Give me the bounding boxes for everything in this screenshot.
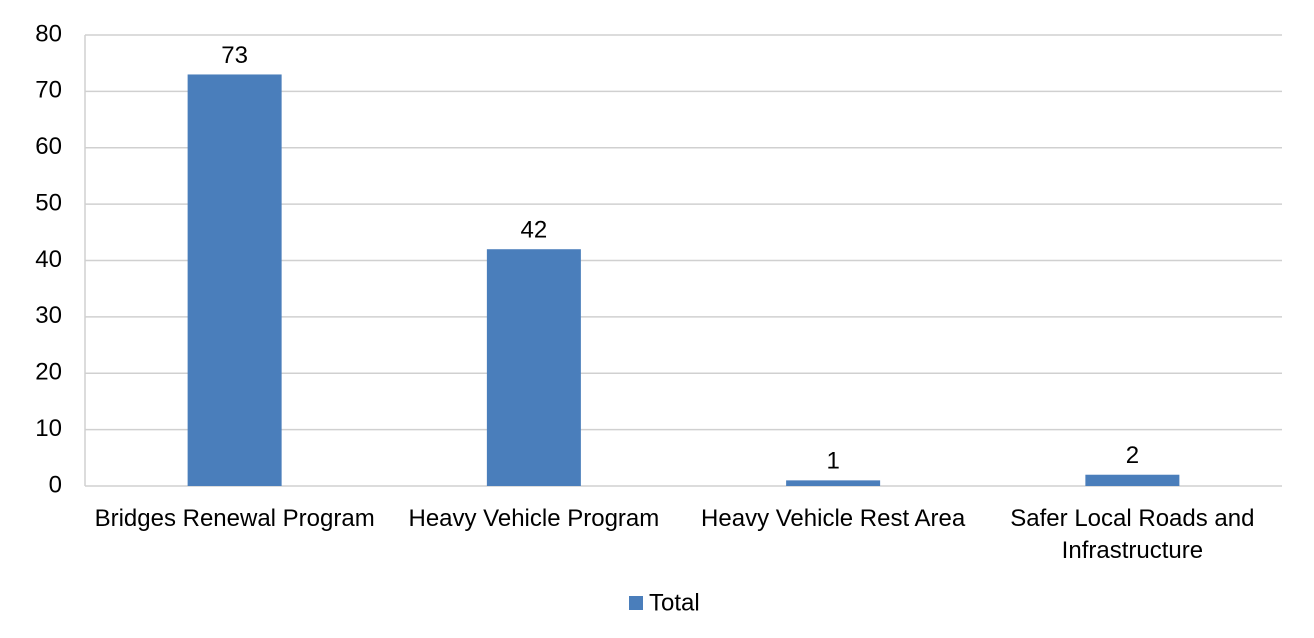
- y-tick-label: 60: [35, 133, 62, 160]
- y-tick-label: 10: [35, 415, 62, 442]
- y-tick-label: 0: [49, 471, 62, 498]
- x-tick-label: Safer Local Roads and Infrastructure: [1010, 505, 1255, 564]
- bar: [1085, 474, 1180, 486]
- x-tick-label: Heavy Vehicle Rest Area: [701, 505, 966, 532]
- y-tick-label: 30: [35, 302, 62, 329]
- legend-label: Total: [649, 589, 700, 616]
- data-label: 42: [521, 217, 548, 244]
- data-label: 2: [1126, 442, 1139, 469]
- data-label: 73: [221, 42, 248, 69]
- y-tick-label: 50: [35, 189, 62, 216]
- bar: [786, 480, 881, 486]
- x-tick-label: Bridges Renewal Program: [94, 505, 375, 532]
- y-tick-label: 70: [35, 77, 62, 104]
- y-tick-label: 40: [35, 246, 62, 273]
- x-tick-label: Heavy Vehicle Program: [408, 505, 660, 532]
- y-tick-label: 20: [35, 359, 62, 386]
- bar: [187, 74, 282, 487]
- data-label: 1: [826, 448, 839, 475]
- legend-swatch: [629, 596, 643, 610]
- bar: [486, 249, 581, 486]
- y-tick-label: 80: [35, 20, 62, 47]
